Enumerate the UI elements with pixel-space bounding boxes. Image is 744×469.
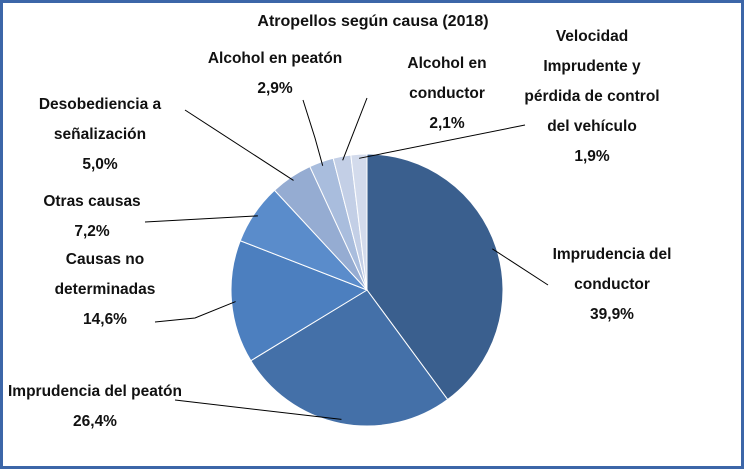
data-label: Imprudencia del conductor 39,9%	[537, 240, 687, 330]
value-label: 39,9%	[590, 306, 634, 323]
category-label: Imprudencia del peatón	[8, 383, 182, 400]
pie-area	[144, 97, 549, 427]
value-label: 1,9%	[574, 148, 610, 165]
pie-slice	[350, 153, 368, 291]
data-label: Otras causas 7,2%	[32, 187, 152, 247]
pie-slice	[250, 289, 449, 427]
category-label: Alcohol en conductor	[407, 55, 487, 102]
value-label: 26,4%	[73, 413, 117, 430]
value-label: 14,6%	[83, 311, 127, 328]
data-label: Alcohol en peatón 2,9%	[190, 44, 360, 104]
category-label: Velocidad Imprudente y pérdida de contro…	[524, 28, 660, 135]
leader-line	[302, 99, 324, 166]
value-label: 7,2%	[74, 223, 110, 240]
value-label: 5,0%	[82, 156, 118, 173]
data-label: Imprudencia del peatón 26,4%	[5, 377, 185, 437]
category-label: Imprudencia del conductor	[552, 246, 672, 293]
data-label: Velocidad Imprudente y pérdida de contro…	[517, 22, 667, 172]
data-label: Alcohol en conductor 2,1%	[392, 49, 502, 139]
category-label: Desobediencia a señalización	[38, 96, 162, 143]
chart-title: Atropellos según causa (2018)	[257, 13, 489, 30]
data-label: Causas no determinadas 14,6%	[35, 245, 175, 335]
leader-line	[144, 215, 258, 223]
leader-line	[174, 399, 342, 420]
leader-line	[492, 248, 549, 286]
pie-slice	[366, 153, 504, 401]
leader-line	[184, 109, 294, 181]
value-label: 2,1%	[429, 115, 465, 132]
pie-slice	[230, 240, 369, 362]
value-label: 2,9%	[257, 80, 293, 97]
data-label: Desobediencia a señalización 5,0%	[20, 90, 180, 180]
leader-line	[154, 301, 236, 323]
category-label: Alcohol en peatón	[207, 50, 343, 67]
category-label: Otras causas	[43, 193, 141, 210]
leader-line	[359, 124, 526, 159]
category-label: Causas no determinadas	[54, 251, 156, 298]
leader-line	[342, 97, 368, 161]
